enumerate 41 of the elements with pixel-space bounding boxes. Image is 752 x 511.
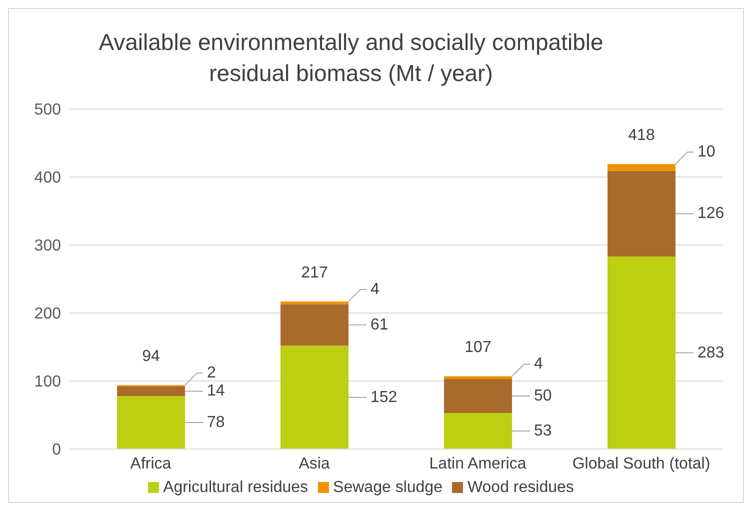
legend-label: Agricultural residues — [163, 479, 308, 496]
x-tick-label: Africa — [130, 455, 172, 472]
data-label: 4 — [534, 356, 543, 373]
x-tick-label: Asia — [298, 455, 330, 472]
legend-label: Sewage sludge — [333, 479, 442, 496]
data-label: 14 — [207, 382, 225, 400]
bar — [280, 301, 348, 304]
data-label: 152 — [370, 388, 398, 406]
chart-title: Available environmentally and socially compatible residual biomass (Mt / year) — [98, 28, 604, 88]
data-label: 78 — [207, 414, 225, 431]
data-label: 2 — [207, 364, 216, 382]
data-label: 53 — [534, 422, 552, 440]
bar — [444, 412, 512, 449]
data-label: 283 — [698, 344, 724, 362]
bar — [444, 376, 512, 379]
y-tick-label: 0 — [52, 442, 62, 459]
bar — [280, 346, 348, 449]
x-tick-label: Global South (total) — [572, 455, 710, 472]
bar — [608, 164, 676, 171]
total-label: 107 — [464, 339, 492, 356]
total-label: 418 — [628, 127, 655, 144]
y-tick-label: 200 — [34, 306, 62, 323]
data-label: 4 — [370, 280, 380, 298]
bar — [608, 170, 676, 257]
total-label: 217 — [301, 264, 328, 282]
total-label: 94 — [142, 348, 160, 366]
y-tick-label: 100 — [34, 374, 62, 391]
bar — [117, 386, 185, 396]
bar — [117, 396, 185, 449]
y-tick-label: 300 — [34, 238, 62, 255]
data-label: 50 — [534, 387, 552, 404]
y-tick-label: 500 — [34, 102, 62, 119]
bar — [608, 256, 676, 449]
legend-label: Wood residues — [467, 479, 574, 496]
data-label: 126 — [698, 205, 724, 222]
bar — [444, 378, 512, 413]
x-tick-label: Latin America — [429, 455, 526, 472]
data-label: 61 — [370, 316, 388, 334]
y-tick-label: 400 — [34, 170, 62, 187]
data-label: 10 — [698, 144, 716, 161]
bar — [280, 304, 348, 346]
